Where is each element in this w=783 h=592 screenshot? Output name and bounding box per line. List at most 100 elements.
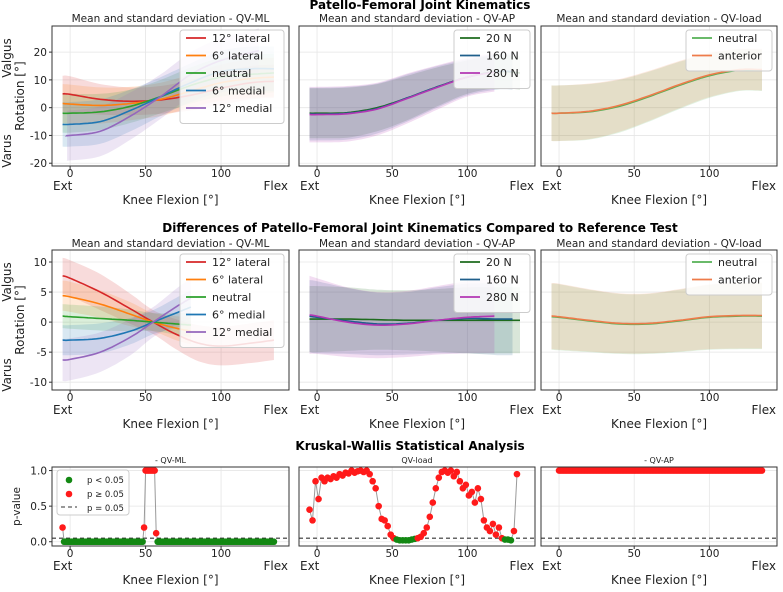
varus-label: Varus bbox=[0, 134, 14, 167]
subplot-title: QV-load bbox=[401, 456, 432, 465]
legend-label: neutral bbox=[212, 67, 251, 80]
x-axis-label: Knee Flexion [°] bbox=[611, 417, 707, 431]
sd-band-0 bbox=[551, 49, 762, 142]
x-tick-label: 0 bbox=[556, 392, 563, 404]
mean-line-2 bbox=[309, 314, 495, 327]
axes-frame: 0 50 100 Ext Flex Knee Flexion [°] Mean and st… bbox=[298, 13, 536, 207]
legend-label: 280 N bbox=[486, 67, 519, 80]
p-value-point bbox=[480, 517, 488, 524]
legend-label: neutral bbox=[212, 291, 251, 304]
legend-label: neutral bbox=[718, 32, 757, 45]
p-value-point bbox=[140, 524, 148, 531]
mean-line-4 bbox=[62, 297, 192, 361]
x-axis-flex-label: Flex bbox=[509, 559, 534, 573]
y-axis-label: Rotation [°] bbox=[13, 61, 27, 130]
legend: 12° lateral 6° lateral neutral 6° medial 12°… bbox=[179, 253, 285, 348]
valgus-label: Valgus bbox=[0, 262, 14, 301]
p-value-point bbox=[474, 485, 482, 492]
p-value-point bbox=[477, 495, 485, 503]
p-value-point bbox=[456, 477, 464, 485]
axes-box bbox=[540, 466, 778, 547]
axes-frame: 0 50 100 Ext Flex Knee Flexion [°] Mean and st… bbox=[298, 238, 536, 431]
subplot-2-1: 0 50 100 Ext Flex Knee Flexion [°] QV-load bbox=[298, 456, 536, 587]
axes-frame: 0 50 100 -10 -5 0 5 10 Ext Flex Knee Flexion [°] Me… bbox=[30, 238, 290, 431]
legend: neutral anterior bbox=[685, 29, 773, 72]
subplot-1-1: 0 50 100 Ext Flex Knee Flexion [°] Mean and st… bbox=[298, 238, 536, 431]
x-tick-label: 50 bbox=[628, 392, 641, 404]
axes-box bbox=[51, 249, 290, 391]
legend-marker-significant bbox=[65, 476, 73, 484]
axes-box bbox=[51, 25, 290, 167]
x-axis-ext-label: Ext bbox=[542, 559, 562, 573]
y-tick-label: 20 bbox=[34, 47, 47, 59]
legend-label: 12° medial bbox=[212, 326, 272, 339]
p-value-point bbox=[426, 513, 434, 521]
p-value-point bbox=[471, 499, 479, 506]
p-value-point bbox=[372, 485, 379, 492]
x-axis-ext-label: Ext bbox=[542, 179, 562, 193]
p-value-point bbox=[429, 499, 437, 506]
subplot-0-2: 0 50 100 Ext Flex Knee Flexion [°] Mean and st… bbox=[540, 13, 778, 207]
p-value-point bbox=[489, 520, 497, 528]
x-axis-label: Knee Flexion [°] bbox=[369, 193, 465, 207]
y-tick-label: 0.0 bbox=[30, 537, 47, 549]
legend-label: anterior bbox=[718, 50, 762, 63]
y-tick-label: -5 bbox=[37, 347, 47, 359]
p-value-point bbox=[369, 477, 376, 485]
y-tick-label: -10 bbox=[30, 377, 47, 389]
p-value-point bbox=[447, 467, 455, 474]
x-tick-label: 100 bbox=[457, 168, 477, 180]
x-tick-label: 100 bbox=[457, 392, 477, 404]
p-value-point bbox=[375, 502, 382, 510]
y-tick-label: 0 bbox=[40, 317, 47, 329]
x-tick-label: 100 bbox=[211, 548, 231, 560]
x-tick-label: 100 bbox=[211, 168, 231, 180]
x-tick-label: 100 bbox=[699, 168, 719, 180]
axes-box bbox=[298, 249, 536, 391]
p-value-point bbox=[309, 517, 316, 524]
plot-area bbox=[541, 467, 777, 539]
p-value-point bbox=[453, 468, 461, 476]
x-tick-label: 50 bbox=[386, 548, 399, 560]
p-value-point bbox=[435, 474, 443, 481]
p-value-point bbox=[423, 524, 431, 531]
legend-label: 12° medial bbox=[212, 102, 272, 115]
x-tick-label: 0 bbox=[556, 548, 563, 560]
axes-frame: 0 50 100 0.0 0.5 1.0 Ext Flex Knee Flexion [°] - … bbox=[30, 456, 290, 587]
p-value-point bbox=[151, 467, 158, 474]
sd-band-1 bbox=[551, 48, 762, 142]
subplot-1-0: 0 50 100 -10 -5 0 5 10 Ext Flex Knee Flexion [°] Me… bbox=[30, 238, 290, 431]
p-value-point bbox=[432, 485, 440, 492]
subplot-title: Mean and standard deviation - QV-load bbox=[556, 238, 761, 250]
legend-label: 160 N bbox=[486, 50, 519, 63]
legend-box bbox=[685, 253, 773, 296]
legend-label: 12° lateral bbox=[212, 32, 270, 45]
x-axis-ext-label: Ext bbox=[53, 403, 73, 417]
varus-label: Varus bbox=[0, 358, 14, 391]
legend-label: 20 N bbox=[486, 256, 512, 269]
subplot-2-0: 0 50 100 0.0 0.5 1.0 Ext Flex Knee Flexion [°] - … bbox=[30, 456, 290, 587]
y-tick-label: 1.0 bbox=[30, 466, 47, 478]
legend: 20 N 160 N 280 N bbox=[453, 29, 531, 89]
legend-label: 6° medial bbox=[212, 85, 265, 98]
x-axis-flex-label: Flex bbox=[751, 403, 776, 417]
x-tick-label: 50 bbox=[386, 168, 399, 180]
x-axis-flex-label: Flex bbox=[263, 179, 288, 193]
sd-band-4 bbox=[62, 278, 191, 382]
legend: p < 0.05 p ≥ 0.05 p = 0.05 bbox=[56, 469, 130, 516]
x-axis-ext-label: Ext bbox=[53, 559, 73, 573]
legend-label: 6° medial bbox=[212, 309, 265, 322]
x-axis-flex-label: Flex bbox=[263, 403, 288, 417]
figure-suptitle: Kruskal-Wallis Statistical Analysis bbox=[295, 439, 524, 453]
subplot-title: Mean and standard deviation - QV-AP bbox=[319, 13, 515, 25]
p-value-point bbox=[507, 537, 515, 544]
legend: 12° lateral 6° lateral neutral 6° medial 12°… bbox=[179, 29, 285, 124]
mean-line-2 bbox=[62, 315, 191, 326]
x-tick-label: 100 bbox=[211, 392, 231, 404]
x-axis-flex-label: Flex bbox=[263, 559, 288, 573]
x-axis-label: Knee Flexion [°] bbox=[611, 193, 707, 207]
x-tick-label: 0 bbox=[556, 168, 563, 180]
legend-label: anterior bbox=[718, 274, 762, 287]
x-tick-label: 50 bbox=[139, 392, 152, 404]
